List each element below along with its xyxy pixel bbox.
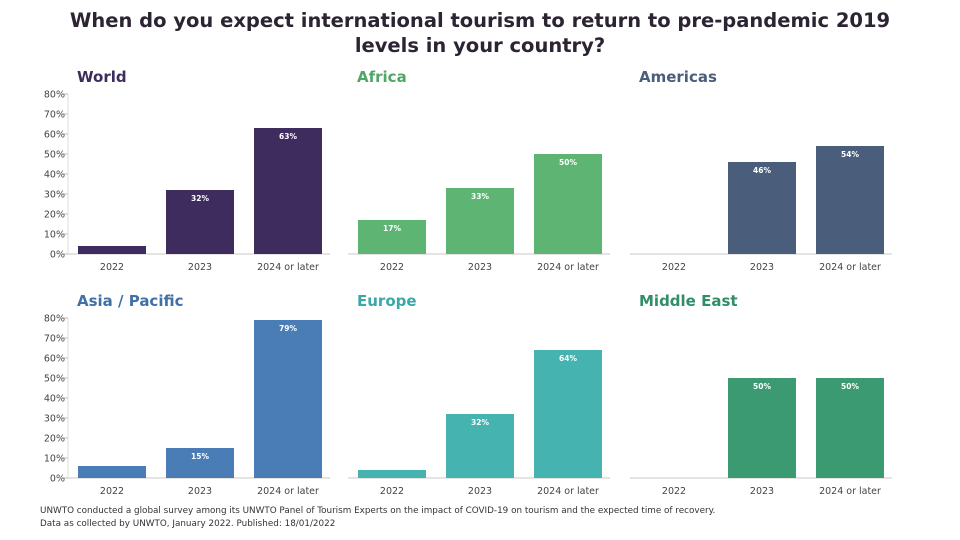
bar-africa-2023: [446, 188, 514, 254]
y-tick-label: 70%: [44, 110, 65, 121]
chart-title: When do you expect international tourism…: [0, 8, 960, 58]
bar-middle-east-2023: [728, 378, 796, 478]
data-label: 32%: [471, 418, 489, 427]
x-tick-label: 2023: [468, 262, 492, 273]
panel-title-asia-pacific: Asia / Pacific: [77, 292, 183, 310]
y-tick-label: 80%: [44, 90, 65, 101]
y-tick-label: 10%: [44, 230, 65, 241]
data-label: 50%: [753, 382, 771, 391]
data-label: 33%: [471, 192, 489, 201]
panel-middle-east: Middle East 2022 50% 2023 50% 2024 or later: [630, 292, 892, 497]
y-tick-label: 0%: [50, 474, 65, 485]
y-tick-label: 40%: [44, 394, 65, 405]
x-tick-label: 2022: [100, 486, 124, 497]
y-tick-label: 50%: [44, 150, 65, 161]
data-label: 50%: [841, 382, 859, 391]
y-tick-label: 20%: [44, 434, 65, 445]
y-tick-label: 50%: [44, 374, 65, 385]
x-tick-label: 2022: [380, 262, 404, 273]
bar-asia-pacific-2022: [78, 466, 146, 478]
data-label: 63%: [279, 132, 297, 141]
x-tick-label: 2023: [750, 262, 774, 273]
panel-title-americas: Americas: [639, 68, 717, 86]
bar-world-2023: [166, 190, 234, 254]
bar-europe-2022: [358, 470, 426, 478]
x-tick-label: 2024 or later: [257, 486, 319, 497]
data-label: 50%: [559, 158, 577, 167]
bar-asia-pacific-2024-or-later: [254, 320, 322, 478]
x-tick-label: 2024 or later: [819, 262, 881, 273]
y-tick-label: 0%: [50, 250, 65, 261]
panel-title-europe: Europe: [357, 292, 417, 310]
x-tick-label: 2024 or later: [537, 262, 599, 273]
y-tick-label: 30%: [44, 414, 65, 425]
x-tick-label: 2023: [750, 486, 774, 497]
bar-africa-2024-or-later: [534, 154, 602, 254]
panel-americas: Americas 2022 46% 2023 54% 2024 or later: [630, 68, 892, 273]
data-label: 54%: [841, 150, 859, 159]
chart-title-line-2: levels in your country?: [354, 34, 606, 57]
data-label: 46%: [753, 166, 771, 175]
x-tick-label: 2023: [468, 486, 492, 497]
x-tick-label: 2022: [100, 262, 124, 273]
data-label: 64%: [559, 354, 577, 363]
y-tick-label: 60%: [44, 354, 65, 365]
x-tick-label: 2023: [188, 262, 212, 273]
y-tick-label: 10%: [44, 454, 65, 465]
x-tick-label: 2024 or later: [257, 262, 319, 273]
panel-title-middle-east: Middle East: [639, 292, 738, 310]
bar-europe-2024-or-later: [534, 350, 602, 478]
footnote-line-2: Data as collected by UNWTO, January 2022…: [40, 519, 336, 529]
footnote: UNWTO conducted a global survey among it…: [40, 505, 715, 531]
data-label: 15%: [191, 452, 209, 461]
bar-americas-2024-or-later: [816, 146, 884, 254]
chart-title-line-1: When do you expect international tourism…: [69, 9, 891, 32]
data-label: 17%: [383, 224, 401, 233]
x-tick-label: 2022: [380, 486, 404, 497]
panel-title-world: World: [77, 68, 127, 86]
bar-europe-2023: [446, 414, 514, 478]
data-label: 79%: [279, 324, 297, 333]
bar-asia-pacific-2023: [166, 448, 234, 478]
y-tick-label: 30%: [44, 190, 65, 201]
data-label: 32%: [191, 194, 209, 203]
y-tick-label: 70%: [44, 334, 65, 345]
bar-africa-2022: [358, 220, 426, 254]
y-tick-label: 80%: [44, 314, 65, 325]
x-tick-label: 2023: [188, 486, 212, 497]
y-tick-label: 20%: [44, 210, 65, 221]
panel-title-africa: Africa: [357, 68, 407, 86]
panel-world: World 0% 10% 20% 30% 40% 50% 60% 70% 80% 2022 32% 20…: [44, 68, 330, 273]
x-tick-label: 2022: [662, 486, 686, 497]
panel-europe: Europe 2022 32% 2023 64% 2024 or later: [348, 292, 610, 497]
footnote-line-1: UNWTO conducted a global survey among it…: [40, 506, 716, 516]
bar-world-2022: [78, 246, 146, 254]
panel-asia-pacific: Asia / Pacific 0% 10% 20% 30% 40% 50% 60% 70% 80%…: [44, 292, 330, 497]
x-tick-label: 2024 or later: [537, 486, 599, 497]
bar-world-2024-or-later: [254, 128, 322, 254]
y-tick-label: 60%: [44, 130, 65, 141]
x-tick-label: 2022: [662, 262, 686, 273]
x-tick-label: 2024 or later: [819, 486, 881, 497]
bar-middle-east-2024-or-later: [816, 378, 884, 478]
bar-americas-2023: [728, 162, 796, 254]
y-tick-label: 40%: [44, 170, 65, 181]
panel-africa: Africa 17% 2022 33% 2023 50% 2024 or later: [348, 68, 610, 273]
